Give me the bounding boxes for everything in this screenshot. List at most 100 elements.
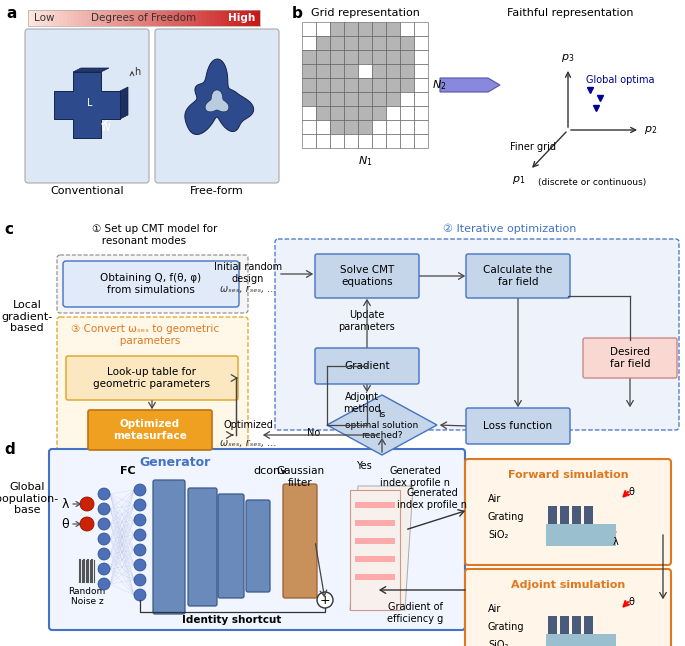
Text: Gradient of
efficiency g: Gradient of efficiency g	[387, 602, 443, 623]
Bar	[400, 22, 414, 36]
FancyBboxPatch shape	[188, 488, 217, 606]
Bar	[386, 134, 400, 148]
Bar	[63, 10, 67, 26]
Bar	[330, 22, 344, 36]
Bar	[132, 10, 136, 26]
Bar	[330, 120, 344, 134]
Text: $p_2$: $p_2$	[644, 124, 657, 136]
Text: ωₛₑₛ, rₛₑₛ, ...: ωₛₑₛ, rₛₑₛ, ...	[220, 284, 276, 294]
Text: Conventional: Conventional	[50, 186, 124, 196]
Text: Air: Air	[488, 494, 501, 504]
Text: Degrees of Freedom: Degrees of Freedom	[91, 13, 197, 23]
Bar	[179, 10, 183, 26]
Bar	[358, 78, 372, 92]
Polygon shape	[350, 486, 413, 610]
Bar	[28, 10, 32, 26]
Circle shape	[134, 574, 146, 586]
Bar	[163, 10, 168, 26]
Text: Gradient: Gradient	[344, 361, 390, 371]
Bar	[372, 78, 386, 92]
FancyBboxPatch shape	[153, 480, 185, 614]
Bar	[560, 506, 569, 524]
Circle shape	[134, 514, 146, 526]
Circle shape	[98, 548, 110, 560]
Bar	[372, 50, 386, 64]
Bar	[400, 78, 414, 92]
Text: Initial random
design: Initial random design	[214, 262, 282, 284]
Bar	[210, 10, 214, 26]
Bar	[316, 106, 330, 120]
Bar	[129, 10, 133, 26]
Bar	[167, 10, 171, 26]
Bar	[316, 64, 330, 78]
Text: λ: λ	[62, 497, 68, 510]
Bar	[152, 10, 156, 26]
Bar	[330, 36, 344, 50]
Bar	[55, 10, 59, 26]
Bar	[302, 120, 316, 134]
Bar	[400, 92, 414, 106]
Text: a: a	[6, 6, 16, 21]
Bar	[155, 10, 160, 26]
Bar	[414, 120, 428, 134]
Text: Desired
far field: Desired far field	[610, 347, 650, 369]
Bar	[548, 506, 557, 524]
Text: Low: Low	[34, 13, 55, 23]
FancyBboxPatch shape	[155, 29, 279, 183]
FancyBboxPatch shape	[66, 356, 238, 400]
Text: Generator: Generator	[139, 456, 210, 469]
Bar	[372, 106, 386, 120]
Text: Global
population-
base: Global population- base	[0, 482, 59, 516]
Bar	[78, 10, 82, 26]
Text: SiO₂: SiO₂	[488, 640, 508, 646]
Bar	[302, 64, 316, 78]
Bar	[225, 10, 229, 26]
Bar	[148, 10, 152, 26]
Text: Global optima: Global optima	[586, 75, 654, 85]
Text: Solve CMT
equations: Solve CMT equations	[340, 266, 394, 287]
Text: W: W	[100, 123, 110, 133]
FancyBboxPatch shape	[57, 255, 248, 313]
Bar	[302, 50, 316, 64]
Bar	[355, 520, 395, 526]
Bar	[386, 36, 400, 50]
Bar	[51, 10, 55, 26]
Bar	[355, 574, 395, 580]
Bar	[400, 50, 414, 64]
Polygon shape	[327, 395, 437, 455]
Bar	[330, 106, 344, 120]
Bar	[160, 10, 164, 26]
Bar	[316, 120, 330, 134]
Bar	[344, 106, 358, 120]
Bar	[584, 506, 593, 524]
Bar	[344, 92, 358, 106]
Bar	[75, 10, 79, 26]
Text: $p_3$: $p_3$	[561, 52, 575, 64]
FancyBboxPatch shape	[283, 484, 317, 598]
Text: ② Iterative optimization: ② Iterative optimization	[443, 224, 577, 234]
Bar	[302, 22, 316, 36]
Bar	[344, 78, 358, 92]
Bar	[358, 64, 372, 78]
Bar	[66, 10, 71, 26]
Bar	[59, 10, 63, 26]
Bar	[400, 64, 414, 78]
FancyBboxPatch shape	[25, 29, 149, 183]
Bar	[330, 92, 344, 106]
Text: Update
parameters: Update parameters	[338, 310, 395, 331]
Text: λ: λ	[613, 537, 619, 547]
Bar	[117, 10, 121, 26]
Text: θ: θ	[628, 597, 634, 607]
Bar	[330, 78, 344, 92]
Bar	[414, 92, 428, 106]
Bar	[202, 10, 206, 26]
FancyBboxPatch shape	[218, 494, 244, 598]
Circle shape	[80, 497, 94, 511]
Bar	[414, 36, 428, 50]
Bar	[140, 10, 145, 26]
Bar	[195, 10, 199, 26]
Bar	[302, 134, 316, 148]
Bar	[400, 134, 414, 148]
FancyBboxPatch shape	[246, 500, 270, 592]
Text: Calculate the
far field: Calculate the far field	[484, 266, 553, 287]
